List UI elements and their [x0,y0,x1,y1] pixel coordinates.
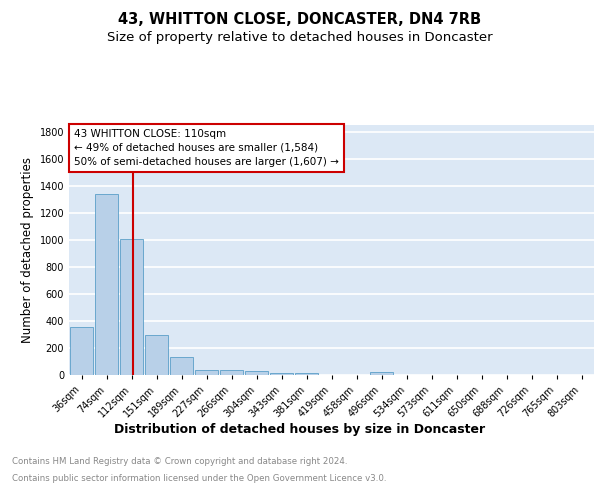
Bar [95,194,118,375]
Bar [245,371,268,375]
Text: Contains HM Land Registry data © Crown copyright and database right 2024.: Contains HM Land Registry data © Crown c… [12,458,347,466]
Bar [295,373,318,375]
Bar [270,372,293,375]
Bar [370,372,393,375]
Bar [120,239,143,375]
Bar [70,327,93,375]
Text: 43, WHITTON CLOSE, DONCASTER, DN4 7RB: 43, WHITTON CLOSE, DONCASTER, DN4 7RB [118,12,482,28]
Y-axis label: Number of detached properties: Number of detached properties [21,157,34,343]
Text: Contains public sector information licensed under the Open Government Licence v3: Contains public sector information licen… [12,474,386,483]
Text: Size of property relative to detached houses in Doncaster: Size of property relative to detached ho… [107,31,493,44]
Bar [195,370,218,375]
Text: Distribution of detached houses by size in Doncaster: Distribution of detached houses by size … [115,422,485,436]
Bar [170,358,193,375]
Bar [145,335,168,375]
Bar [220,370,243,375]
Text: 43 WHITTON CLOSE: 110sqm
← 49% of detached houses are smaller (1,584)
50% of sem: 43 WHITTON CLOSE: 110sqm ← 49% of detach… [74,128,339,167]
